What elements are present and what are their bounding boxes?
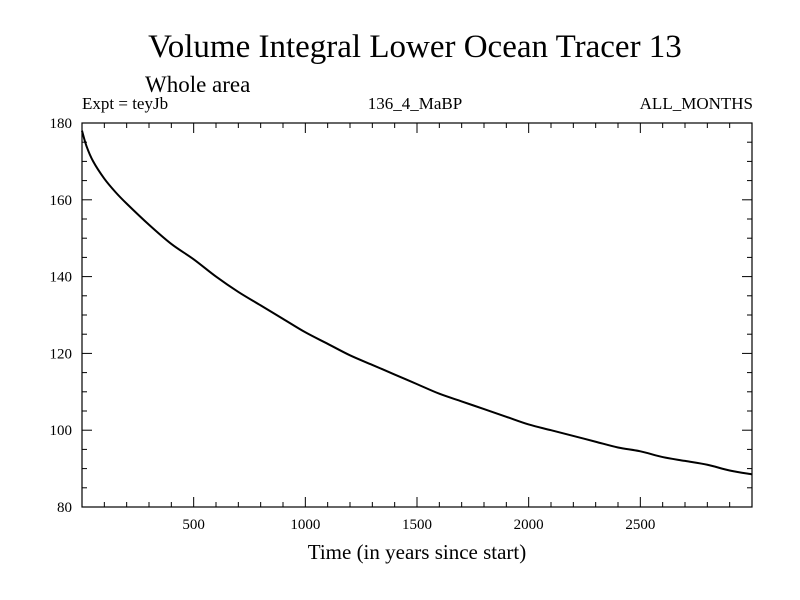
y-tick-label: 80 (57, 500, 72, 516)
x-axis-label: Time (in years since start) (308, 540, 527, 564)
y-tick-label: 140 (50, 270, 73, 286)
months-label: ALL_MONTHS (640, 94, 753, 113)
axis-tick-labels: 500 1000 1500 2000 2500 80 100 120 140 160 180 (50, 116, 656, 533)
data-series-line (81, 130, 753, 476)
x-tick-label: 1500 (402, 517, 432, 533)
plot-frame (81, 122, 753, 508)
period-label: 136_4_MaBP (368, 94, 462, 113)
x-tick-label: 2000 (514, 517, 544, 533)
x-tick-label: 2500 (625, 517, 655, 533)
x-tick-label: 1000 (290, 517, 320, 533)
x-tick-label: 500 (182, 517, 205, 533)
chart-subtitle: Whole area (145, 72, 250, 97)
experiment-label: Expt = teyJb (82, 94, 168, 113)
y-tick-label: 180 (50, 116, 73, 132)
y-tick-label: 100 (50, 423, 73, 439)
y-tick-label: 120 (50, 346, 73, 362)
axis-ticks (82, 122, 752, 508)
y-tick-label: 160 (50, 193, 73, 209)
chart-title: Volume Integral Lower Ocean Tracer 13 (148, 29, 682, 65)
